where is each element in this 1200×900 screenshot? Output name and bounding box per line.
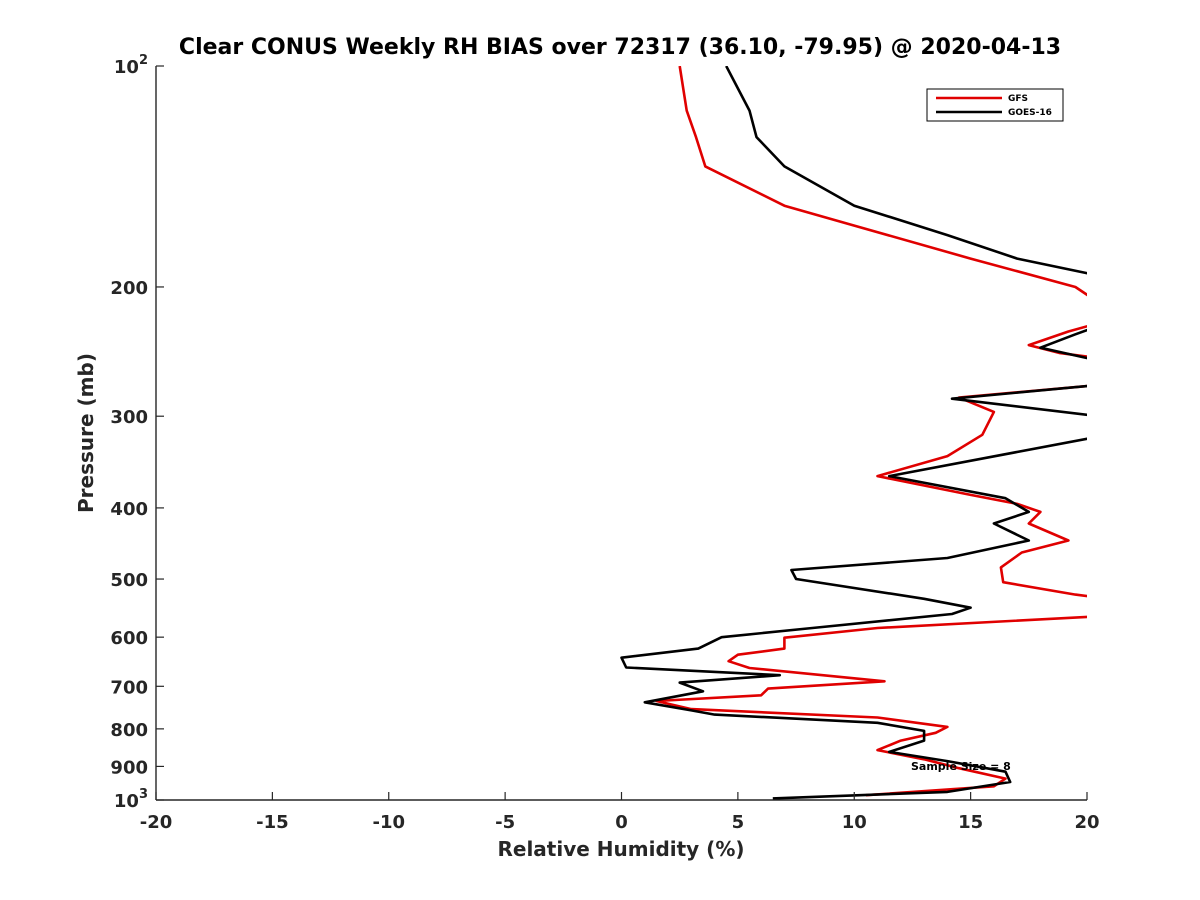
y-tick-label: 200: [110, 278, 148, 299]
x-tick-label: -5: [495, 812, 515, 833]
y-tick-label: 600: [110, 628, 148, 649]
x-tick-label: 15: [958, 812, 983, 833]
y-tick-label: 800: [110, 720, 148, 741]
series-line-gfs: [655, 66, 1087, 797]
y-tick-label: 102: [114, 53, 148, 78]
x-tick-label: 20: [1074, 812, 1099, 833]
y-ticks: 102 200 300 400 500 600 700 800 900 103: [110, 53, 164, 812]
plot-area: -20 -15 -10 -5 0 5 10 15 20 102 200 300 400 500 600 70…: [110, 53, 1099, 833]
series-layer: [620, 66, 1087, 800]
y-axis-label: Pressure (mb): [74, 353, 98, 513]
x-axis-label: Relative Humidity (%): [497, 837, 744, 861]
y-tick-label: 103: [114, 787, 148, 812]
x-tick-label: -15: [256, 812, 289, 833]
x-tick-label: 5: [732, 812, 745, 833]
legend-box: [926, 88, 1064, 122]
legend-label: GOES-16: [1008, 108, 1052, 118]
x-tick-label: -20: [140, 812, 173, 833]
x-tick-label: 0: [615, 812, 628, 833]
x-tick-label: -10: [372, 812, 405, 833]
legend-entries: GFS GOES-16: [936, 94, 1052, 118]
y-tick-label: 900: [110, 757, 148, 778]
x-ticks: -20 -15 -10 -5 0 5 10 15 20: [140, 792, 1100, 833]
y-tick-label: 300: [110, 407, 148, 428]
y-tick-label: 700: [110, 677, 148, 698]
legend: GFS GOES-16: [926, 88, 1064, 122]
legend-label: GFS: [1008, 94, 1028, 104]
chart-title: Clear CONUS Weekly RH BIAS over 72317 (3…: [179, 35, 1061, 60]
y-tick-label: 400: [110, 499, 148, 520]
x-tick-label: 10: [842, 812, 867, 833]
series-line-goes-16: [620, 66, 1087, 800]
sample-size-annotation: Sample Size = 8: [911, 760, 1011, 773]
y-tick-label: 500: [110, 570, 148, 591]
